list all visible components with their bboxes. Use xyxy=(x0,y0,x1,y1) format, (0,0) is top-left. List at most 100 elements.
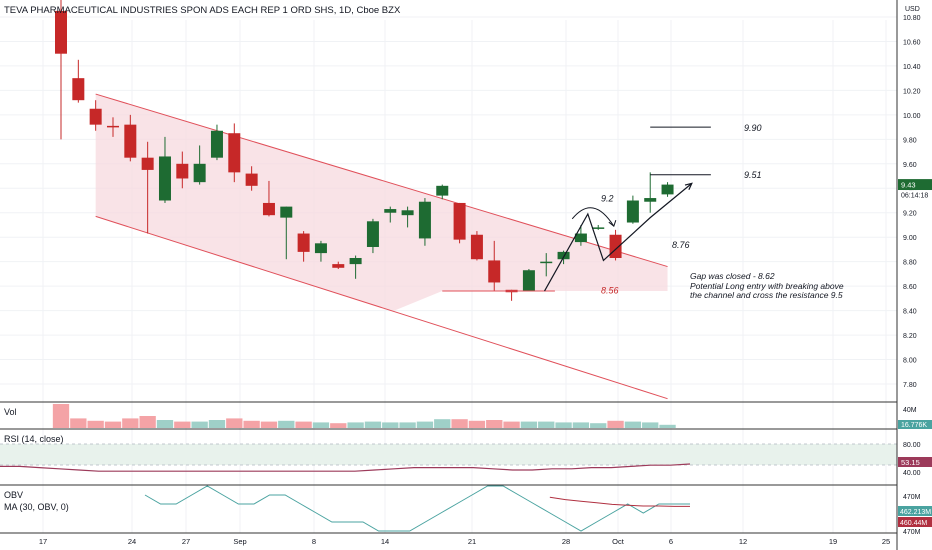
candle-body[interactable] xyxy=(401,210,414,216)
volume-bar xyxy=(52,404,70,428)
time-tick-label[interactable]: 6 xyxy=(669,537,673,546)
time-tick-label[interactable]: 24 xyxy=(128,537,136,546)
price-tick-label: 10.20 xyxy=(903,88,921,95)
candle-body[interactable] xyxy=(55,10,67,54)
candle-body[interactable] xyxy=(176,163,189,179)
volume-bar xyxy=(174,421,191,428)
drawing-tools[interactable] xyxy=(442,126,711,292)
candle-body[interactable] xyxy=(592,227,605,229)
arrow-path[interactable] xyxy=(543,182,693,292)
annotation-9-90[interactable]: 9.90 xyxy=(744,123,762,133)
price-tick-label: 9.20 xyxy=(903,211,917,218)
time-tick-label[interactable]: 27 xyxy=(182,537,190,546)
channel-upper-line[interactable] xyxy=(95,93,668,268)
volume-bar xyxy=(555,422,572,428)
candle-body[interactable] xyxy=(89,108,102,125)
candle-body[interactable] xyxy=(488,260,501,283)
obv-ma-badge-value: 460.44M xyxy=(900,520,927,527)
candle-body[interactable] xyxy=(540,261,553,264)
volume-bar xyxy=(243,420,260,428)
candle-body[interactable] xyxy=(522,270,535,292)
candle-body[interactable] xyxy=(661,184,674,195)
price-tick-label: 7.80 xyxy=(903,382,917,389)
obv-ma-line xyxy=(549,496,690,507)
candle-body[interactable] xyxy=(314,243,327,254)
time-tick-label[interactable]: 28 xyxy=(562,537,570,546)
time-axis-ticks[interactable]: 17 24 27 Sep 8 14 21 28 Oct 6 12 19 25 xyxy=(39,537,890,546)
candle-body[interactable] xyxy=(557,251,570,260)
candle-body[interactable] xyxy=(418,201,431,239)
candlestick-series[interactable] xyxy=(55,0,674,301)
candle-body[interactable] xyxy=(349,257,362,265)
price-axis-bg[interactable] xyxy=(897,0,932,550)
candle-body[interactable] xyxy=(332,264,345,268)
volume-bar xyxy=(260,421,278,428)
candle-body[interactable] xyxy=(609,234,622,258)
time-tick-label[interactable]: 14 xyxy=(381,537,389,546)
annotation-8-56[interactable]: 8.56 xyxy=(601,285,619,295)
time-tick-label[interactable]: 19 xyxy=(829,537,837,546)
arc-curve[interactable] xyxy=(571,207,615,227)
annotation-8-76[interactable]: 8.76 xyxy=(672,240,690,250)
candle-body[interactable] xyxy=(262,202,275,216)
candle-body[interactable] xyxy=(436,185,449,196)
annotation-9-51[interactable]: 9.51 xyxy=(744,170,762,180)
channel-fill xyxy=(95,94,668,312)
volume-bar xyxy=(486,420,503,428)
time-tick-label[interactable]: Sep xyxy=(233,537,246,546)
obv-line xyxy=(144,485,690,532)
time-tick-label[interactable]: 25 xyxy=(882,537,890,546)
note-line-1[interactable]: Gap was closed - 8.62 xyxy=(690,271,775,281)
note-line-3[interactable]: the channel and cross the resistance 9.5 xyxy=(690,290,843,300)
note-line-2[interactable]: Potential Long entry with breaking above xyxy=(690,281,844,291)
countdown-badge xyxy=(898,190,932,201)
volume-bar xyxy=(434,419,451,428)
time-tick-label[interactable]: 12 xyxy=(739,537,747,546)
candle-body[interactable] xyxy=(280,206,293,218)
volume-bar xyxy=(104,421,122,428)
candle-body[interactable] xyxy=(106,125,119,128)
candle-body[interactable] xyxy=(644,198,657,202)
price-tick-label: 9.00 xyxy=(903,235,917,242)
volume-bar xyxy=(451,419,468,428)
candle-body[interactable] xyxy=(453,202,466,240)
candle-body[interactable] xyxy=(228,133,241,173)
candle-body[interactable] xyxy=(141,157,154,170)
candle-body[interactable] xyxy=(470,234,483,260)
arrow-head[interactable] xyxy=(684,182,693,190)
volume-bar xyxy=(590,423,607,428)
candle-body[interactable] xyxy=(384,209,397,213)
candle-body[interactable] xyxy=(626,200,639,223)
arc-arrow-head[interactable] xyxy=(608,220,617,228)
channel-lower-line[interactable] xyxy=(95,215,668,400)
time-tick-label[interactable]: 17 xyxy=(39,537,47,546)
candle-body[interactable] xyxy=(124,124,137,158)
candle-body[interactable] xyxy=(193,163,206,183)
chart-title: TEVA PHARMACEUTICAL INDUSTRIES SPON ADS … xyxy=(4,5,401,16)
candle-body[interactable] xyxy=(366,221,379,247)
candle-body[interactable] xyxy=(574,233,587,243)
obv-label: OBV xyxy=(4,490,23,500)
annotation-9-2[interactable]: 9.2 xyxy=(601,194,614,204)
obv-ma-label: MA (30, OBV, 0) xyxy=(4,502,69,512)
candle-body[interactable] xyxy=(210,130,223,158)
candle-body[interactable] xyxy=(297,233,310,252)
time-tick-label[interactable]: 8 xyxy=(312,537,316,546)
time-tick-label[interactable]: Oct xyxy=(612,537,625,546)
obv-badge xyxy=(898,506,932,516)
price-tick-label: 10.00 xyxy=(903,113,921,120)
rsi-line xyxy=(0,463,691,472)
price-tick-label: 10.40 xyxy=(903,64,921,71)
volume-bar xyxy=(642,422,659,428)
rsi-axis-40: 40.00 xyxy=(903,470,921,477)
volume-bar xyxy=(399,422,416,428)
volume-bar xyxy=(191,421,208,428)
volume-bar xyxy=(70,418,87,428)
candle-body[interactable] xyxy=(158,156,171,201)
candle-body[interactable] xyxy=(245,173,258,186)
volume-bar xyxy=(278,420,295,428)
volume-bar xyxy=(330,423,347,428)
candle-body[interactable] xyxy=(72,78,85,101)
time-tick-label[interactable]: 21 xyxy=(468,537,476,546)
